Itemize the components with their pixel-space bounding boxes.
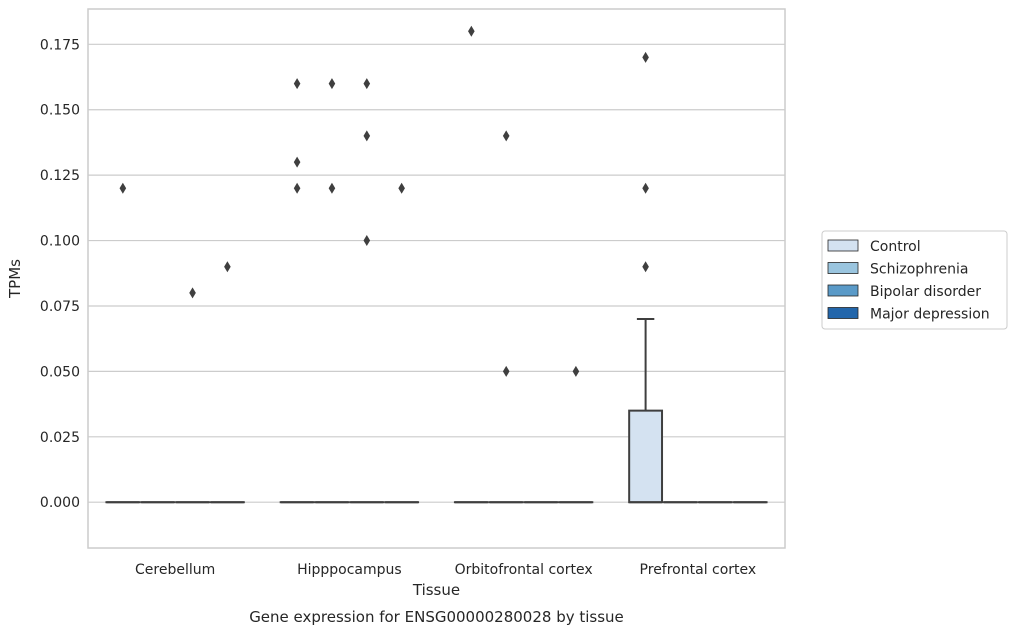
box-control-cerebellum [105, 182, 141, 504]
box-bipolar-disorder-hipppocampus [349, 78, 385, 504]
legend-swatch [827, 239, 859, 252]
outlier-point [572, 365, 580, 377]
y-tick-label: 0.000 [40, 495, 80, 511]
legend-label: Bipolar disorder [870, 284, 981, 300]
outlier-point [293, 182, 301, 194]
y-tick-label: 0.050 [40, 364, 80, 380]
outlier-point [642, 261, 649, 273]
box-iqr [628, 409, 664, 504]
legend-item-major-depression: Major depression [827, 307, 990, 323]
box-series [105, 25, 768, 504]
outlier-point [363, 78, 371, 90]
outlier-point [189, 287, 196, 299]
outlier-point [363, 130, 371, 142]
outlier-point [398, 182, 405, 194]
legend-label: Control [870, 239, 921, 255]
legend-label: Major depression [870, 307, 990, 323]
y-tick-label: 0.100 [40, 234, 80, 250]
x-tick-label: Cerebellum [135, 562, 215, 578]
outlier-point [293, 156, 301, 168]
outlier-point [224, 261, 231, 273]
legend-label: Schizophrenia [870, 262, 968, 278]
plot-area-frame [87, 8, 786, 549]
y-axis-label: TPMs [6, 259, 24, 299]
legend-swatch [827, 307, 859, 319]
box-major-depression-hipppocampus [384, 182, 420, 504]
outlier-point [328, 78, 336, 90]
legend-item-control: Control [827, 239, 921, 255]
x-axis-ticks: Cerebellum Hipppocampus Orbitofrontal cort… [135, 562, 756, 578]
outlier-point [293, 78, 301, 90]
box-bipolar-disorder-cerebellum [175, 287, 210, 504]
legend: Control Schizophrenia Bipolar disorder Majo… [821, 230, 1008, 330]
box-control-prefrontal-cortex [628, 51, 664, 504]
y-tick-label: 0.025 [40, 430, 80, 446]
y-tick-label: 0.150 [40, 103, 80, 119]
box-major-depression-orbitofrontal-cortex [558, 365, 594, 504]
outlier-point [642, 182, 649, 194]
x-tick-label: Prefrontal cortex [640, 562, 757, 578]
x-tick-label: Orbitofrontal cortex [455, 562, 593, 578]
legend-swatch [827, 262, 859, 274]
outlier-point [642, 51, 649, 63]
gridlines [88, 43, 785, 503]
outlier-point [363, 235, 371, 247]
outlier-point [502, 365, 510, 377]
outlier-point [119, 182, 127, 194]
legend-item-bipolar-disorder: Bipolar disorder [827, 284, 981, 300]
y-axis-ticks: 0.000 0.025 0.050 0.075 0.100 0.125 0.150 0.175 [40, 37, 80, 511]
chart-caption: Gene expression for ENSG00000280028 by t… [249, 608, 624, 626]
x-tick-label: Hipppocampus [297, 562, 402, 578]
y-tick-label: 0.075 [40, 299, 80, 315]
box-schizophrenia-orbitofrontal-cortex [488, 130, 524, 504]
box-control-orbitofrontal-cortex [453, 25, 489, 504]
y-tick-label: 0.125 [40, 168, 80, 184]
legend-items: Control Schizophrenia Bipolar disorder Majo… [827, 239, 990, 323]
legend-item-schizophrenia: Schizophrenia [827, 262, 968, 278]
box-major-depression-cerebellum [209, 261, 245, 504]
y-tick-label: 0.175 [40, 37, 80, 53]
x-axis-label: Tissue [412, 581, 460, 599]
outlier-point [468, 25, 475, 37]
box-schizophrenia-hipppocampus [314, 78, 350, 504]
legend-swatch [827, 284, 859, 297]
outlier-point [328, 182, 336, 194]
box-control-hipppocampus [279, 78, 315, 504]
outlier-point [502, 130, 510, 142]
legend-frame [821, 230, 1008, 330]
